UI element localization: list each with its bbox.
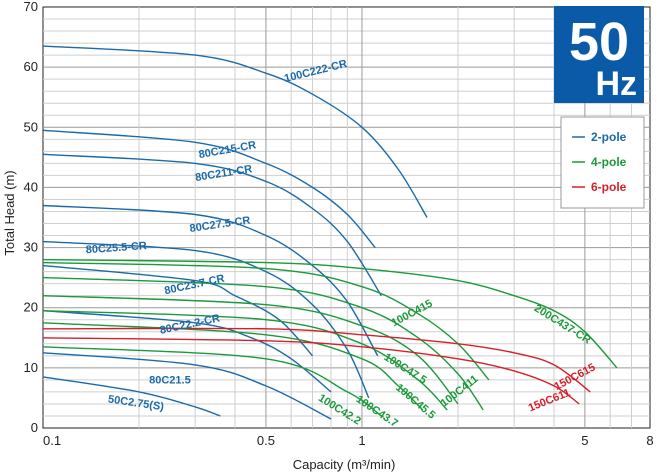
y-axis-title: Total Head (m) [2, 170, 17, 255]
x-tick-label: 8 [646, 433, 653, 448]
legend-label-4-pole: 4-pole [591, 155, 627, 169]
curve-100c43-7 [42, 322, 424, 411]
axes: 0 10 20 30 40 50 60 70 0.1 0.5 1 5 8 [24, 0, 654, 448]
x-tick-label: 0.5 [257, 433, 275, 448]
curve-100c47-5 [42, 295, 459, 405]
label-80c25-5-cr: 80C25.5-CR [85, 240, 147, 256]
curve-50c2-75-s- [42, 376, 221, 417]
legend: 2-pole 4-pole 6-pole [560, 116, 645, 209]
legend-label-6-pole: 6-pole [591, 180, 627, 194]
curve-80c211-cr [42, 153, 382, 297]
frequency-badge-background [554, 6, 644, 103]
y-tick-label: 10 [24, 360, 38, 375]
frequency-badge-unit: Hz [595, 65, 637, 103]
grid [42, 6, 651, 429]
x-tick-label: 5 [581, 433, 588, 448]
y-tick-label: 70 [24, 0, 38, 14]
legend-item-4-pole: 4-pole [572, 155, 627, 169]
frequency-badge: 50 Hz [554, 6, 644, 103]
curve-100c42-2 [42, 346, 382, 417]
y-tick-label: 60 [24, 59, 38, 74]
x-axis-title: Capacity (m³/min) [293, 457, 396, 472]
legend-item-2-pole: 2-pole [572, 130, 627, 144]
plot-frame [42, 6, 651, 429]
curve-80c27-5-cr [42, 204, 379, 357]
y-tick-label: 40 [24, 179, 38, 194]
label-80c21-5: 80C21.5 [149, 374, 191, 386]
curve-80c23-7-cr [42, 264, 314, 357]
frequency-badge-value: 50 [569, 12, 629, 72]
curve-150c611 [42, 337, 580, 405]
curve-200c437-cr [42, 258, 618, 369]
curve-100c222-cr [42, 45, 428, 218]
y-tick-label: 50 [24, 119, 38, 134]
curve-100c45-5 [42, 310, 448, 411]
legend-item-6-pole: 6-pole [572, 180, 627, 194]
curve-100c411 [42, 276, 484, 411]
curve-80c25-5-cr [42, 240, 370, 399]
curve-80c21-5 [42, 352, 332, 420]
legend-label-2-pole: 2-pole [591, 130, 627, 144]
x-tick-label: 0.1 [43, 433, 61, 448]
y-tick-label: 20 [24, 300, 38, 315]
y-tick-label: 0 [31, 420, 38, 435]
curve-80c22-2-cr [42, 310, 332, 393]
y-tick-label: 30 [24, 240, 38, 255]
performance-curves [42, 45, 618, 420]
curve-80c215-cr [42, 129, 376, 249]
x-tick-label: 1 [358, 433, 365, 448]
curve-150c615 [42, 327, 591, 393]
